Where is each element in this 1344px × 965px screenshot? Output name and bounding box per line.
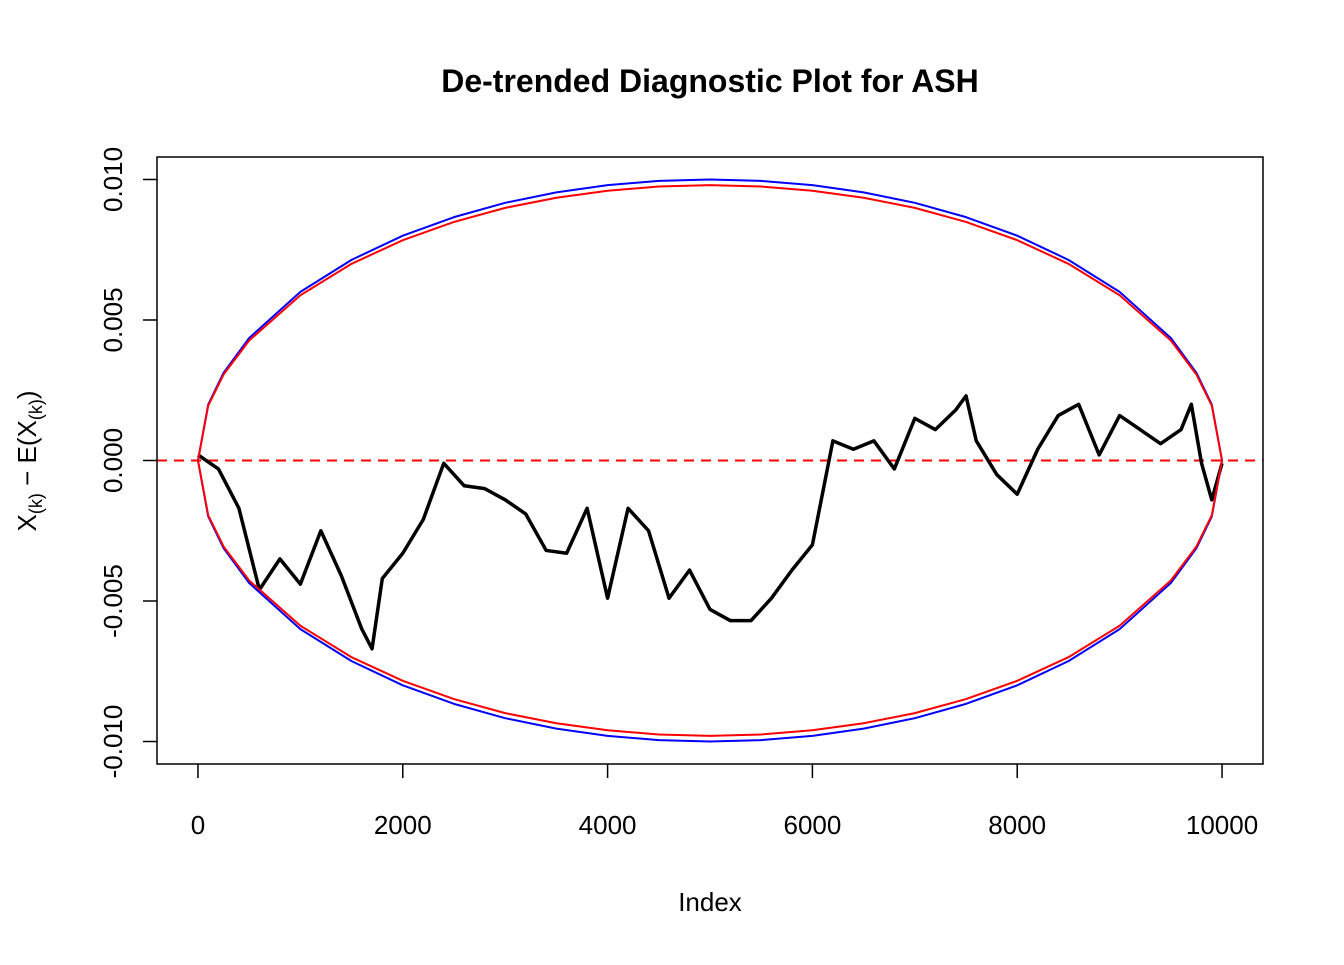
- x-tick-label: 2000: [374, 810, 432, 840]
- y-label-part: (k): [26, 493, 46, 514]
- x-tick-label: 10000: [1186, 810, 1258, 840]
- data-line: [196, 460, 1224, 737]
- y-tick-label: 0.005: [98, 287, 128, 352]
- plot-frame: [156, 156, 1264, 765]
- x-tick-label: 4000: [579, 810, 637, 840]
- data-line: [196, 178, 1224, 461]
- x-tick-label: 8000: [988, 810, 1046, 840]
- y-tick-label: -0.010: [98, 705, 128, 779]
- y-tick-label: -0.005: [98, 564, 128, 638]
- y-label-part: − E(X: [12, 420, 42, 493]
- data-line: [196, 394, 1224, 651]
- y-label-part: X: [12, 514, 42, 531]
- y-tick-label: 0.000: [98, 428, 128, 493]
- y-label-part: ): [12, 391, 42, 400]
- data-line: [196, 184, 1224, 461]
- x-axis-label: Index: [678, 887, 742, 917]
- y-label-part: (k): [26, 399, 46, 420]
- y-tick-label: 0.010: [98, 147, 128, 212]
- x-tick-label: 0: [191, 810, 205, 840]
- data-line: [196, 460, 1224, 743]
- chart-title: De-trended Diagnostic Plot for ASH: [441, 63, 979, 99]
- x-tick-label: 6000: [783, 810, 841, 840]
- y-axis-label: X(k) − E(X(k)): [12, 391, 46, 532]
